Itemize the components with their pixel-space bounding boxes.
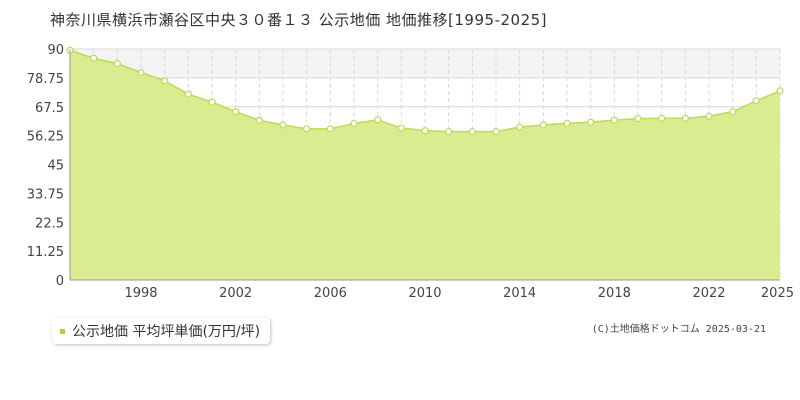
data-point bbox=[374, 116, 382, 124]
series-area bbox=[70, 50, 780, 280]
data-point bbox=[184, 90, 192, 98]
data-point bbox=[161, 77, 169, 85]
legend-marker bbox=[60, 328, 65, 334]
data-point bbox=[563, 119, 571, 128]
data-point bbox=[492, 128, 500, 136]
data-point bbox=[350, 119, 358, 128]
x-tick-label: 2006 bbox=[314, 286, 347, 301]
data-point bbox=[539, 121, 547, 129]
data-point bbox=[208, 98, 216, 106]
y-tick-label: 78.75 bbox=[27, 72, 64, 87]
data-point bbox=[113, 60, 121, 68]
data-point bbox=[445, 128, 453, 136]
y-tick-label: 33.75 bbox=[27, 187, 64, 202]
data-point bbox=[752, 97, 760, 105]
data-point bbox=[255, 116, 263, 124]
legend-label: 公示地価 平均坪単価(万円/坪) bbox=[72, 324, 261, 340]
data-point bbox=[397, 124, 405, 132]
data-point bbox=[610, 116, 618, 124]
legend: 公示地価 平均坪単価(万円/坪) bbox=[52, 318, 271, 344]
data-point bbox=[421, 127, 429, 135]
x-tick-label: 1998 bbox=[124, 286, 157, 301]
copyright-notice: (C)土地価格ドットコム 2025-03-21 bbox=[591, 324, 766, 335]
x-tick-label: 2025 bbox=[761, 286, 794, 301]
data-point bbox=[326, 125, 334, 133]
y-tick-label: 0 bbox=[56, 274, 64, 289]
y-tick-label: 22.5 bbox=[35, 216, 64, 231]
data-point bbox=[90, 54, 98, 62]
data-point bbox=[303, 125, 311, 133]
data-point bbox=[516, 123, 524, 131]
data-point bbox=[634, 114, 642, 123]
x-tick-label: 2022 bbox=[692, 286, 725, 301]
y-tick-label: 90 bbox=[47, 43, 64, 58]
chart-title: 神奈川県横浜市瀬谷区中央３０番１３ 公示地価 地価推移[1995-2025] bbox=[50, 11, 548, 29]
data-point bbox=[279, 121, 287, 129]
x-tick-label: 2014 bbox=[503, 286, 536, 301]
y-tick-label: 67.5 bbox=[35, 101, 64, 116]
x-tick-label: 2018 bbox=[598, 286, 631, 301]
data-point bbox=[587, 118, 595, 126]
data-point bbox=[658, 114, 666, 122]
data-point bbox=[705, 112, 713, 120]
x-tick-label: 2010 bbox=[408, 286, 441, 301]
y-tick-label: 56.25 bbox=[27, 130, 64, 145]
data-point bbox=[729, 108, 737, 116]
y-tick-label: 11.25 bbox=[27, 245, 64, 260]
data-point bbox=[468, 128, 476, 136]
data-point bbox=[776, 87, 784, 95]
data-point bbox=[681, 114, 689, 122]
y-tick-label: 45 bbox=[47, 159, 64, 174]
data-point bbox=[232, 108, 240, 116]
x-tick-label: 2002 bbox=[219, 286, 252, 301]
data-point bbox=[137, 69, 145, 77]
